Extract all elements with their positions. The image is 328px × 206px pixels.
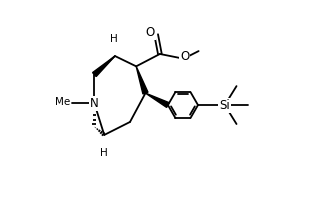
Polygon shape: [136, 66, 148, 94]
Polygon shape: [145, 93, 169, 107]
Text: O: O: [180, 50, 189, 63]
Polygon shape: [92, 56, 115, 77]
Text: Si: Si: [219, 98, 230, 112]
Text: H: H: [100, 148, 108, 158]
Text: Me: Me: [55, 97, 70, 107]
Text: O: O: [146, 26, 155, 39]
Text: H: H: [110, 34, 118, 44]
Text: N: N: [90, 97, 99, 110]
